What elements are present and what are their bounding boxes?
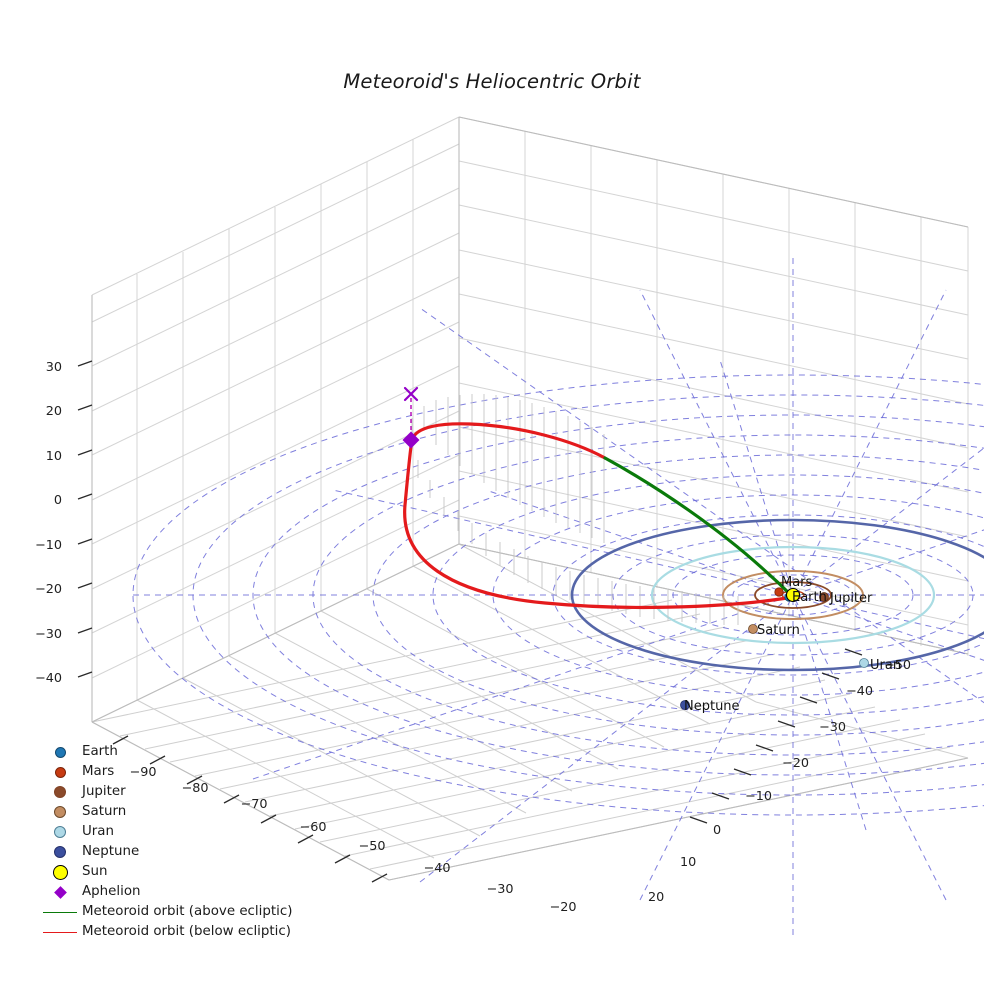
meteoroid-orbit-above-ecliptic: [603, 456, 795, 599]
z-tick-marks: [77, 360, 93, 678]
z-tick-label-4: −10: [35, 538, 62, 553]
legend-label-neptune: Neptune: [82, 844, 140, 859]
legend-item-aphelion[interactable]: Aphelion: [38, 882, 338, 902]
y-tick-label-7: 20: [648, 890, 664, 905]
z-tick-label-2: 10: [46, 449, 62, 464]
plot-label-uran: Uran: [870, 658, 901, 673]
y-tick-label-2: −30: [819, 720, 846, 735]
sun-marker-icon: [38, 864, 82, 880]
diamond-marker-icon: [38, 885, 82, 899]
legend-label-saturn: Saturn: [82, 804, 127, 819]
x-tick-label-0: −90: [129, 765, 156, 780]
meteoroid-orbit-below-ecliptic: [403, 422, 795, 610]
x-tick-marks: [112, 735, 388, 883]
legend-item-sun[interactable]: Sun: [38, 862, 338, 882]
circle-marker-icon: [38, 826, 82, 838]
z-tick-label-0: 30: [46, 360, 62, 375]
legend-label-aphelion: Aphelion: [82, 884, 141, 899]
aphelion-diamond-marker: [402, 431, 420, 449]
circle-marker-icon: [38, 846, 82, 858]
y-tick-label-5: 0: [713, 823, 721, 838]
line-sample-icon: [38, 911, 82, 913]
legend-item-uran[interactable]: Uran: [38, 822, 338, 842]
marker-jupiter: [819, 592, 829, 602]
aphelion-projection-cross-icon: [403, 386, 419, 402]
y-tick-label-1: −40: [846, 684, 873, 699]
z-tick-label-5: −20: [35, 582, 62, 597]
x-tick-label-4: −50: [358, 839, 385, 854]
z-tick-label-7: −40: [35, 671, 62, 686]
plot-label-mars: Mars: [781, 575, 813, 590]
x-tick-label-2: −70: [240, 797, 267, 812]
y-tick-marks: [689, 648, 863, 824]
x-tick-label-6: −30: [486, 882, 513, 897]
orbit-ring-neptune: [570, 518, 984, 672]
orbit-droplines: [411, 394, 739, 625]
x-tick-label-3: −60: [299, 820, 326, 835]
legend-item-orbit-above[interactable]: Meteoroid orbit (above ecliptic): [38, 902, 338, 922]
z-tick-label-3: 0: [54, 493, 62, 508]
z-tick-label-6: −30: [35, 627, 62, 642]
marker-saturn: [748, 624, 758, 634]
circle-marker-icon: [38, 766, 82, 778]
legend-item-earth[interactable]: Earth: [38, 742, 338, 762]
circle-marker-icon: [38, 806, 82, 818]
legend-label-orbit-above: Meteoroid orbit (above ecliptic): [82, 904, 293, 919]
marker-neptune: [680, 700, 690, 710]
marker-mars: [774, 587, 784, 597]
y-tick-label-3: −20: [782, 756, 809, 771]
plot-label-neptune: Neptune: [684, 699, 740, 714]
plot-label-earth: Earth: [792, 590, 827, 605]
circle-marker-icon: [38, 786, 82, 798]
legend-item-jupiter[interactable]: Jupiter: [38, 782, 338, 802]
orbit-ring-jupiter: [754, 581, 832, 609]
marker-uran: [859, 658, 869, 668]
legend-item-neptune[interactable]: Neptune: [38, 842, 338, 862]
orbit-ring-uran: [650, 545, 936, 645]
legend-label-sun: Sun: [82, 864, 108, 879]
y-tick-label-6: 10: [680, 855, 696, 870]
axes-box-edges: [91, 116, 969, 881]
circle-marker-icon: [38, 746, 82, 758]
plot-label-jupiter: Jupiter: [829, 591, 873, 606]
legend-label-uran: Uran: [82, 824, 114, 839]
legend-label-orbit-below: Meteoroid orbit (below ecliptic): [82, 924, 291, 939]
legend-item-saturn[interactable]: Saturn: [38, 802, 338, 822]
x-tick-label-7: −20: [549, 900, 576, 915]
orbit-ring-saturn: [722, 570, 864, 620]
z-tick-label-1: 20: [46, 404, 62, 419]
legend-label-jupiter: Jupiter: [82, 784, 126, 799]
x-tick-label-1: −80: [181, 781, 208, 796]
marker-sun: [785, 587, 801, 603]
legend-item-mars[interactable]: Mars: [38, 762, 338, 782]
legend-item-orbit-below[interactable]: Meteoroid orbit (below ecliptic): [38, 922, 338, 942]
y-tick-label-0: −50: [884, 658, 911, 673]
legend: Earth Mars Jupiter Saturn Uran Neptune S…: [38, 742, 338, 942]
y-tick-label-4: −10: [745, 789, 772, 804]
line-sample-icon: [38, 931, 82, 933]
chart-title: Meteoroid's Heliocentric Orbit: [343, 70, 641, 93]
x-tick-label-5: −40: [423, 861, 450, 876]
legend-label-earth: Earth: [82, 744, 118, 759]
legend-label-mars: Mars: [82, 764, 115, 779]
plot-label-saturn: Saturn: [757, 623, 800, 638]
